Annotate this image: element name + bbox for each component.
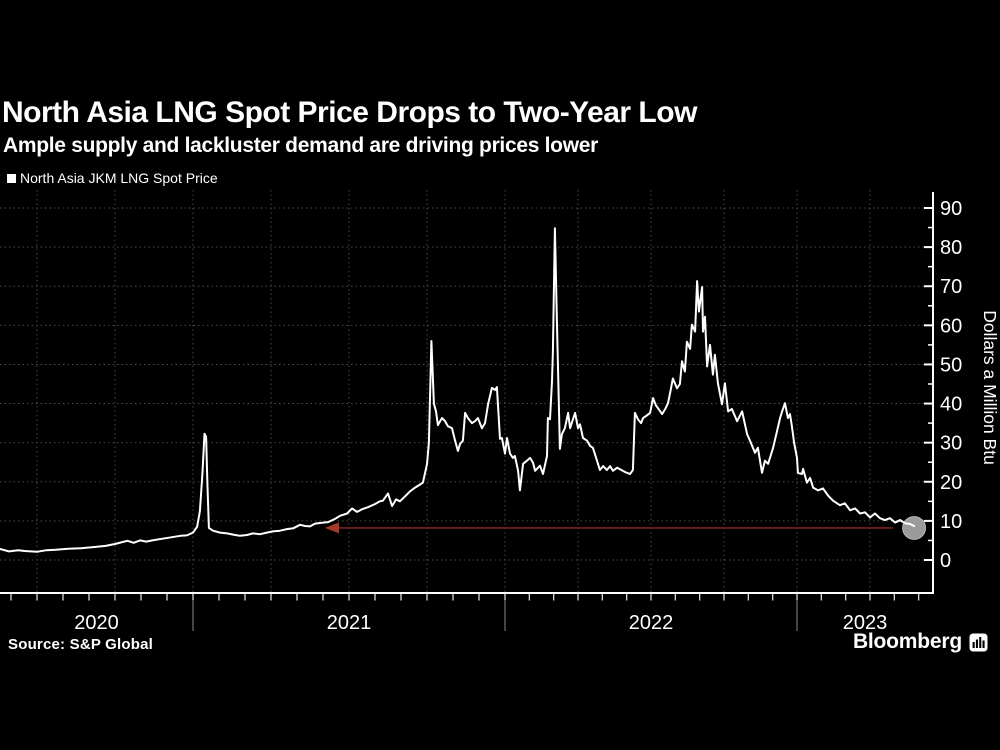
legend: North Asia JKM LNG Spot Price: [7, 170, 218, 186]
vertical-gridlines: [36, 190, 871, 592]
legend-swatch-icon: [7, 173, 16, 183]
two-year-low-arrow-annotation: [324, 522, 894, 534]
page-title: North Asia LNG Spot Price Drops to Two-Y…: [2, 96, 697, 129]
y-tick-label: 80: [940, 237, 962, 259]
y-axis-title: Dollars a Million Btu: [980, 310, 1000, 465]
horizontal-gridlines: [0, 207, 932, 561]
left-arrowhead-icon: [324, 522, 339, 534]
y-axis: 0 10 20 30 40 50 60 70 80 90: [924, 192, 962, 593]
bloomberg-logo: Bloomberg: [853, 630, 988, 654]
bar-chart-icon: [969, 633, 988, 651]
endpoint-marker: [902, 516, 926, 540]
price-line-tail: [894, 518, 916, 527]
y-tick-label: 70: [940, 276, 962, 298]
page-subtitle: Ample supply and lackluster demand are d…: [3, 134, 598, 157]
y-tick-label: 0: [940, 550, 951, 572]
y-tick-label: 30: [940, 433, 962, 455]
legend-label: North Asia JKM LNG Spot Price: [20, 170, 218, 186]
y-tick-label: 60: [940, 315, 962, 337]
x-tick-label: 2022: [629, 612, 674, 634]
x-tick-label: 2023: [843, 612, 888, 634]
x-axis: 2020 2021 2022 2023: [0, 592, 934, 634]
x-tick-label: 2021: [327, 612, 372, 634]
price-line: [0, 227, 916, 553]
x-tick-label: 2020: [74, 612, 119, 634]
y-tick-label: 40: [940, 394, 962, 416]
y-tick-label: 10: [940, 511, 962, 533]
y-tick-label: 90: [940, 198, 962, 220]
source-label: Source: S&P Global: [8, 636, 154, 653]
bloomberg-wordmark: Bloomberg: [852, 630, 962, 653]
y-tick-label: 20: [940, 472, 962, 494]
y-tick-label: 50: [940, 354, 962, 376]
